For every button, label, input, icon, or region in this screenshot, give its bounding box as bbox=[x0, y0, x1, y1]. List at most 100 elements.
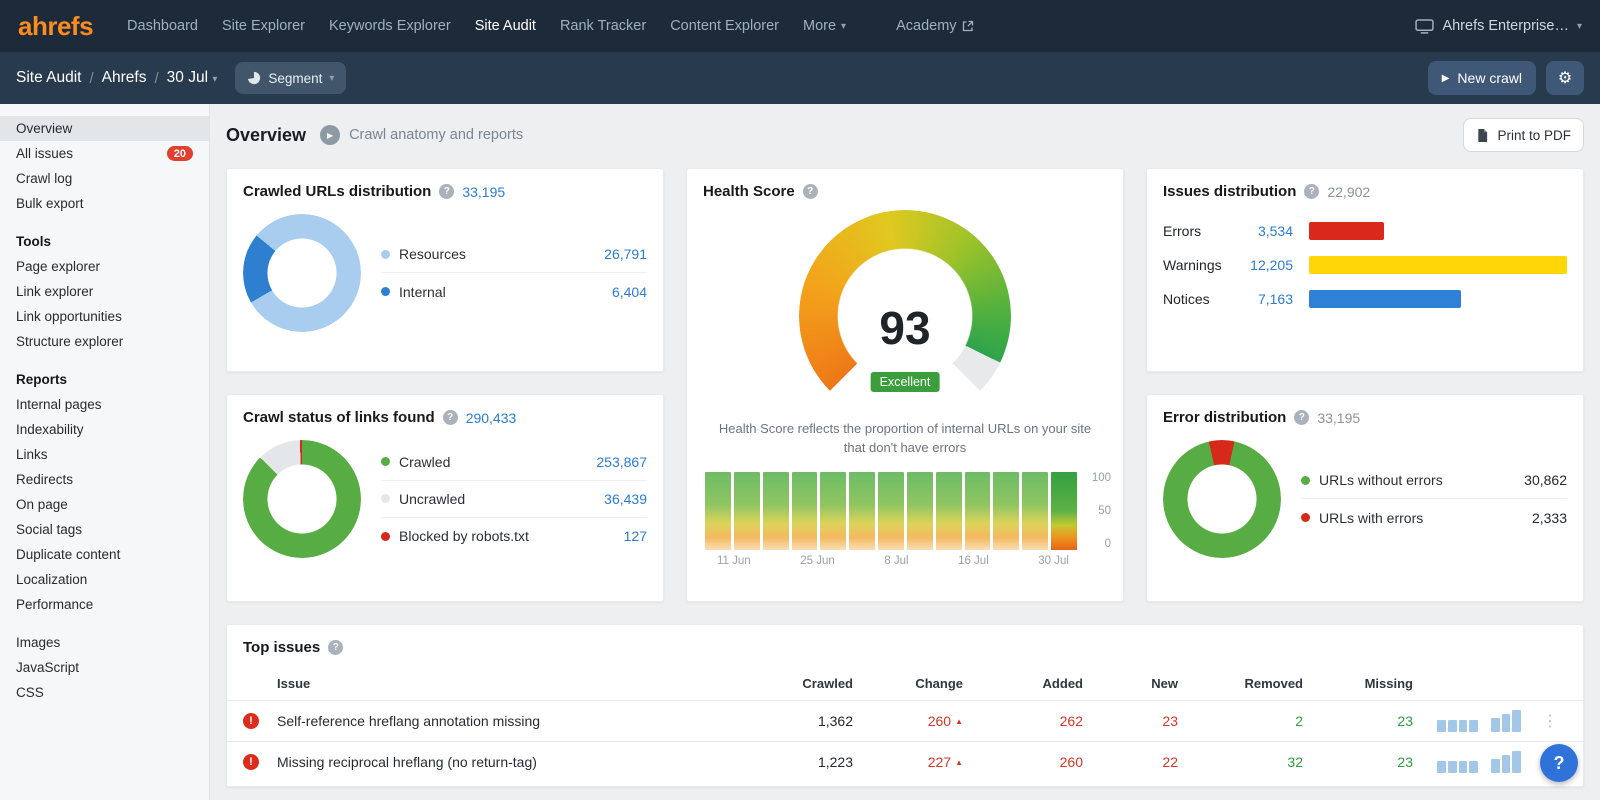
new-crawl-button[interactable]: ▶New crawl bbox=[1428, 61, 1536, 95]
col-change: Change bbox=[853, 676, 963, 691]
errors-value-link[interactable]: 3,534 bbox=[1235, 223, 1293, 239]
crawled-value-link[interactable]: 253,867 bbox=[596, 454, 647, 470]
settings-button[interactable]: ⚙ bbox=[1546, 61, 1584, 95]
health-history-chart[interactable]: 100 50 0 bbox=[705, 472, 1111, 550]
print-to-pdf-button[interactable]: Print to PDF bbox=[1463, 118, 1584, 152]
info-icon[interactable]: ? bbox=[328, 640, 343, 655]
missing-value[interactable]: 23 bbox=[1303, 754, 1413, 770]
removed-value[interactable]: 32 bbox=[1178, 754, 1303, 770]
ahrefs-logo[interactable]: ahrefs bbox=[18, 11, 93, 42]
sidebar-item-structure-explorer[interactable]: Structure explorer bbox=[0, 329, 209, 354]
warnings-bar[interactable] bbox=[1309, 256, 1567, 274]
info-icon[interactable]: ? bbox=[443, 410, 458, 425]
sidebar-item-page-explorer[interactable]: Page explorer bbox=[0, 254, 209, 279]
sidebar-section-reports: Reports bbox=[0, 367, 209, 392]
info-icon[interactable]: ? bbox=[1294, 410, 1309, 425]
history-sparkline[interactable] bbox=[1437, 751, 1521, 773]
sidebar-item-social-tags[interactable]: Social tags bbox=[0, 517, 209, 542]
sidebar-item-indexability[interactable]: Indexability bbox=[0, 417, 209, 442]
crawled-urls-donut-chart[interactable] bbox=[243, 214, 361, 332]
sidebar-item-localization[interactable]: Localization bbox=[0, 567, 209, 592]
legend: Resources 26,791 Internal 6,404 bbox=[381, 236, 647, 310]
sidebar-item-all-issues[interactable]: All issues20 bbox=[0, 141, 209, 166]
crawled-urls-total-link[interactable]: 33,195 bbox=[462, 184, 505, 200]
resources-value-link[interactable]: 26,791 bbox=[604, 246, 647, 262]
blocked-value-link[interactable]: 127 bbox=[624, 528, 647, 544]
notices-row: Notices 7,163 bbox=[1163, 290, 1567, 308]
trend-up-icon: ▲ bbox=[955, 758, 963, 767]
error-icon: ! bbox=[243, 713, 259, 729]
history-sparkline[interactable] bbox=[1437, 710, 1521, 732]
legend: Crawled 253,867 Uncrawled 36,439 Blocked… bbox=[381, 444, 647, 555]
warnings-value-link[interactable]: 12,205 bbox=[1235, 257, 1293, 273]
page-subtitle[interactable]: Crawl anatomy and reports bbox=[349, 127, 523, 143]
new-value[interactable]: 22 bbox=[1083, 754, 1178, 770]
info-icon[interactable]: ? bbox=[1304, 184, 1319, 199]
error-icon: ! bbox=[243, 754, 259, 770]
sidebar-item-overview[interactable]: Overview bbox=[0, 116, 209, 141]
x-tick: 25 Jun bbox=[800, 555, 835, 567]
nav-site-audit[interactable]: Site Audit bbox=[463, 18, 548, 34]
play-video-icon[interactable]: ▶ bbox=[320, 125, 340, 145]
nav-dashboard[interactable]: Dashboard bbox=[115, 18, 210, 34]
missing-value[interactable]: 23 bbox=[1303, 713, 1413, 729]
breadcrumb-project[interactable]: Ahrefs bbox=[102, 69, 147, 87]
new-value[interactable]: 23 bbox=[1083, 713, 1178, 729]
sidebar-item-links[interactable]: Links bbox=[0, 442, 209, 467]
nav-content-explorer[interactable]: Content Explorer bbox=[658, 18, 791, 34]
health-chart-x-axis: 11 Jun 25 Jun 8 Jul 16 Jul 30 Jul bbox=[717, 555, 1069, 567]
removed-value[interactable]: 2 bbox=[1178, 713, 1303, 729]
sidebar-item-crawl-log[interactable]: Crawl log bbox=[0, 166, 209, 191]
error-distribution-donut-chart[interactable] bbox=[1163, 440, 1281, 558]
segment-button[interactable]: Segment ▾ bbox=[235, 62, 346, 94]
sidebar-item-duplicate-content[interactable]: Duplicate content bbox=[0, 542, 209, 567]
chevron-down-icon: ▾ bbox=[841, 21, 846, 32]
errors-bar[interactable] bbox=[1309, 222, 1384, 240]
info-icon[interactable]: ? bbox=[803, 184, 818, 199]
issue-link[interactable]: Missing reciprocal hreflang (no return-t… bbox=[277, 754, 753, 770]
sidebar-item-link-explorer[interactable]: Link explorer bbox=[0, 279, 209, 304]
crawl-status-donut-chart[interactable] bbox=[243, 440, 361, 558]
internal-value-link[interactable]: 6,404 bbox=[612, 284, 647, 300]
legend-dot bbox=[381, 532, 390, 541]
sidebar: Overview All issues20 Crawl log Bulk exp… bbox=[0, 104, 210, 800]
nav-rank-tracker[interactable]: Rank Tracker bbox=[548, 18, 658, 34]
breadcrumb-site-audit[interactable]: Site Audit bbox=[16, 69, 82, 87]
sidebar-item-performance[interactable]: Performance bbox=[0, 592, 209, 617]
card-header: Top issues ? bbox=[227, 625, 1583, 656]
sidebar-item-internal-pages[interactable]: Internal pages bbox=[0, 392, 209, 417]
info-icon[interactable]: ? bbox=[439, 184, 454, 199]
account-menu[interactable]: Ahrefs Enterprise… ▾ bbox=[1415, 18, 1582, 34]
sidebar-item-label: CSS bbox=[16, 685, 44, 700]
col-new: New bbox=[1083, 676, 1178, 691]
card-body: Errors 3,534 Warnings 12,205 Notices 7,1… bbox=[1147, 200, 1583, 308]
sidebar-item-on-page[interactable]: On page bbox=[0, 492, 209, 517]
notices-value-link[interactable]: 7,163 bbox=[1235, 291, 1293, 307]
sidebar-item-images[interactable]: Images bbox=[0, 630, 209, 655]
bar-track bbox=[1309, 222, 1567, 240]
uncrawled-value-link[interactable]: 36,439 bbox=[604, 491, 647, 507]
sidebar-item-link-opportunities[interactable]: Link opportunities bbox=[0, 304, 209, 329]
sidebar-item-label: Link explorer bbox=[16, 284, 93, 299]
crawled-value: 1,223 bbox=[753, 754, 853, 770]
table-row: ! Self-reference hreflang annotation mis… bbox=[227, 700, 1583, 741]
sidebar-item-redirects[interactable]: Redirects bbox=[0, 467, 209, 492]
sidebar-item-css[interactable]: CSS bbox=[0, 680, 209, 705]
nav-academy[interactable]: Academy bbox=[884, 18, 985, 34]
y-tick: 0 bbox=[1105, 538, 1111, 550]
crawl-date-selector[interactable]: 30 Jul ▾ bbox=[167, 69, 218, 87]
sidebar-item-javascript[interactable]: JavaScript bbox=[0, 655, 209, 680]
added-value[interactable]: 260 bbox=[963, 754, 1083, 770]
added-value[interactable]: 262 bbox=[963, 713, 1083, 729]
nav-more[interactable]: More▾ bbox=[791, 18, 858, 34]
warnings-row: Warnings 12,205 bbox=[1163, 256, 1567, 274]
nav-keywords-explorer[interactable]: Keywords Explorer bbox=[317, 18, 463, 34]
crawled-value: 1,362 bbox=[753, 713, 853, 729]
issue-link[interactable]: Self-reference hreflang annotation missi… bbox=[277, 713, 753, 729]
notices-bar[interactable] bbox=[1309, 290, 1461, 308]
sidebar-item-bulk-export[interactable]: Bulk export bbox=[0, 191, 209, 216]
nav-site-explorer[interactable]: Site Explorer bbox=[210, 18, 317, 34]
crawl-status-total-link[interactable]: 290,433 bbox=[466, 410, 517, 426]
row-menu-icon[interactable]: ⋮ bbox=[1533, 711, 1567, 731]
help-button[interactable]: ? bbox=[1540, 744, 1578, 782]
